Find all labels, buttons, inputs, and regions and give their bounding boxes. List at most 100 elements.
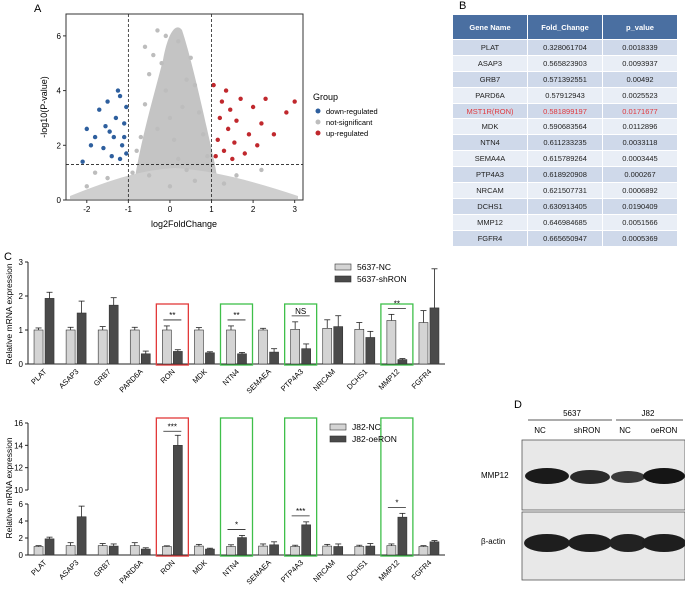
volcano-point-up <box>238 96 243 101</box>
table-row: ASAP3 0.565823903 0.0093937 <box>452 54 678 72</box>
chart-j82-bar-control <box>226 546 236 556</box>
table-row: MDK 0.590683564 0.0112896 <box>452 118 678 136</box>
chart-j82-legend-swatch <box>329 435 347 443</box>
table-header-p-value: p_value <box>602 14 678 40</box>
gene-cell: DCHS1 <box>452 197 528 215</box>
band-mmp12-lane2 <box>570 470 610 484</box>
legend-label-ns: not-significant <box>326 118 373 127</box>
volcano-point-up <box>292 99 297 104</box>
legend-title: Group <box>313 92 338 102</box>
fold-change-cell: 0.615789264 <box>527 150 603 168</box>
chart-j82-bar-treated <box>237 537 247 556</box>
volcano-xtick-label: 2 <box>251 205 256 214</box>
chart-j82-ytick-label: 6 <box>19 500 24 509</box>
table-row: PARD6A 0.57912943 0.0025523 <box>452 86 678 104</box>
chart-5637-bar-treated <box>205 352 215 365</box>
panel-label-a: A <box>34 3 42 15</box>
blot-lane-oeron: oeRON <box>651 426 678 435</box>
chart-j82-ytick-label: 2 <box>19 534 24 543</box>
chart-j82-bar-control <box>33 546 44 556</box>
chart-5637-legend-label: 5637-NC <box>357 262 391 272</box>
chart-5637-xtick-label: DCHS1 <box>345 367 369 391</box>
band-bactin-lane2 <box>568 534 612 552</box>
chart-j82-bar-treated <box>205 548 215 556</box>
chart-j82-bar-treated <box>173 445 183 556</box>
volcano-point-down <box>107 129 112 134</box>
volcano-point-up <box>223 88 229 93</box>
volcano-point-ns <box>134 148 139 153</box>
chart-5637-xtick-label: MDK <box>191 367 209 385</box>
volcano-point-ns <box>163 88 168 93</box>
volcano-point-down <box>124 151 129 156</box>
volcano-point-up <box>215 137 220 143</box>
chart-5637-xtick-label: PTP4A3 <box>279 367 305 393</box>
volcano-point-down <box>124 104 129 110</box>
chart-5637-xtick-label: NRCAM <box>311 367 337 393</box>
blot-protein-bactin: β-actin <box>481 537 505 546</box>
chart-j82-highlight-box-ntn4 <box>219 417 254 557</box>
chart-j82-bar-treated <box>269 544 279 556</box>
chart-j82-sig-label: *** <box>168 422 177 431</box>
bar-chart-5637: 0 1 2 3 Relative mRNA expression PLAT ASAP3 GRB… <box>4 258 445 396</box>
volcano-point-up <box>225 126 231 132</box>
volcano-point-ns <box>180 104 185 110</box>
chart-5637-bar-treated <box>76 312 87 365</box>
legend-marker-up <box>315 130 321 136</box>
fold-change-cell: 0.665650947 <box>527 229 603 247</box>
table-header-row: Gene Name Fold_Change p_value <box>452 14 678 40</box>
volcano-point-down <box>111 134 117 140</box>
blot-lane-shron: shRON <box>574 426 600 435</box>
volcano-point-up <box>219 99 225 104</box>
volcano-point-ns <box>184 167 189 173</box>
p-value-cell: 0.0093937 <box>602 54 678 72</box>
volcano-point-ns <box>192 178 198 184</box>
volcano-point-down <box>97 107 102 112</box>
chart-5637-bar-control <box>65 329 76 365</box>
volcano-point-down <box>109 154 114 159</box>
chart-5637-xtick-label: PARD6A <box>117 367 144 394</box>
volcano-point-ns <box>151 52 156 58</box>
chart-5637-bar-treated <box>365 337 376 365</box>
volcano-xtick-label: 3 <box>292 205 297 214</box>
chart-5637-xtick-label: MMP12 <box>377 367 402 392</box>
gene-cell: PTP4A3 <box>452 166 528 184</box>
volcano-point-up <box>259 121 264 126</box>
fold-change-cell: 0.57912943 <box>527 86 603 104</box>
fold-change-cell: 0.618920908 <box>527 166 603 184</box>
blot-lane-nc-1: NC <box>534 426 546 435</box>
volcano-xtick-label: -1 <box>125 205 133 214</box>
ns-base-density <box>70 168 298 199</box>
volcano-point-up <box>230 156 235 162</box>
chart-5637-xtick-label: RON <box>159 367 177 385</box>
legend-marker-down <box>315 108 321 114</box>
chart-j82-xtick-label: RON <box>159 558 177 576</box>
gene-cell: GRB7 <box>452 70 528 88</box>
volcano-xtick-label: -2 <box>83 205 91 214</box>
chart-j82-bar-control <box>386 545 397 556</box>
blot-lane-nc-2: NC <box>619 426 631 435</box>
chart-j82-ytick-label: 14 <box>14 441 23 450</box>
volcano-point-ns <box>142 44 148 50</box>
fold-change-cell: 0.571392551 <box>527 70 603 88</box>
volcano-point-up <box>255 143 260 148</box>
chart-j82-xtick-label: GRB7 <box>92 558 113 579</box>
volcano-point-ns <box>155 28 160 33</box>
chart-5637-bar-control <box>386 320 397 365</box>
gene-table: Gene Name Fold_Change p_value PLAT 0.3280… <box>452 14 678 247</box>
chart-j82-xtick-label: SEMAEA <box>245 558 273 586</box>
table-header-fold-change: Fold_Change <box>527 14 603 40</box>
volcano-point-ns <box>167 184 173 189</box>
chart-5637-sig-label: ** <box>394 299 400 308</box>
volcano-point-down <box>117 156 123 162</box>
volcano-point-up <box>213 154 218 159</box>
volcano-ytick-label: 0 <box>57 196 62 205</box>
volcano-point-ns <box>142 102 148 107</box>
chart-j82-highlight-box-ron <box>155 417 189 557</box>
volcano-point-ns <box>234 173 239 178</box>
band-mmp12-lane3 <box>611 471 645 483</box>
chart-5637-xtick-label: GRB7 <box>92 367 113 388</box>
chart-5637-xtick-label: FGFR4 <box>410 367 434 391</box>
volcano-point-down <box>117 93 123 99</box>
volcano-point-ns <box>159 61 164 66</box>
table-row: PTP4A3 0.618920908 0.000267 <box>452 166 678 184</box>
